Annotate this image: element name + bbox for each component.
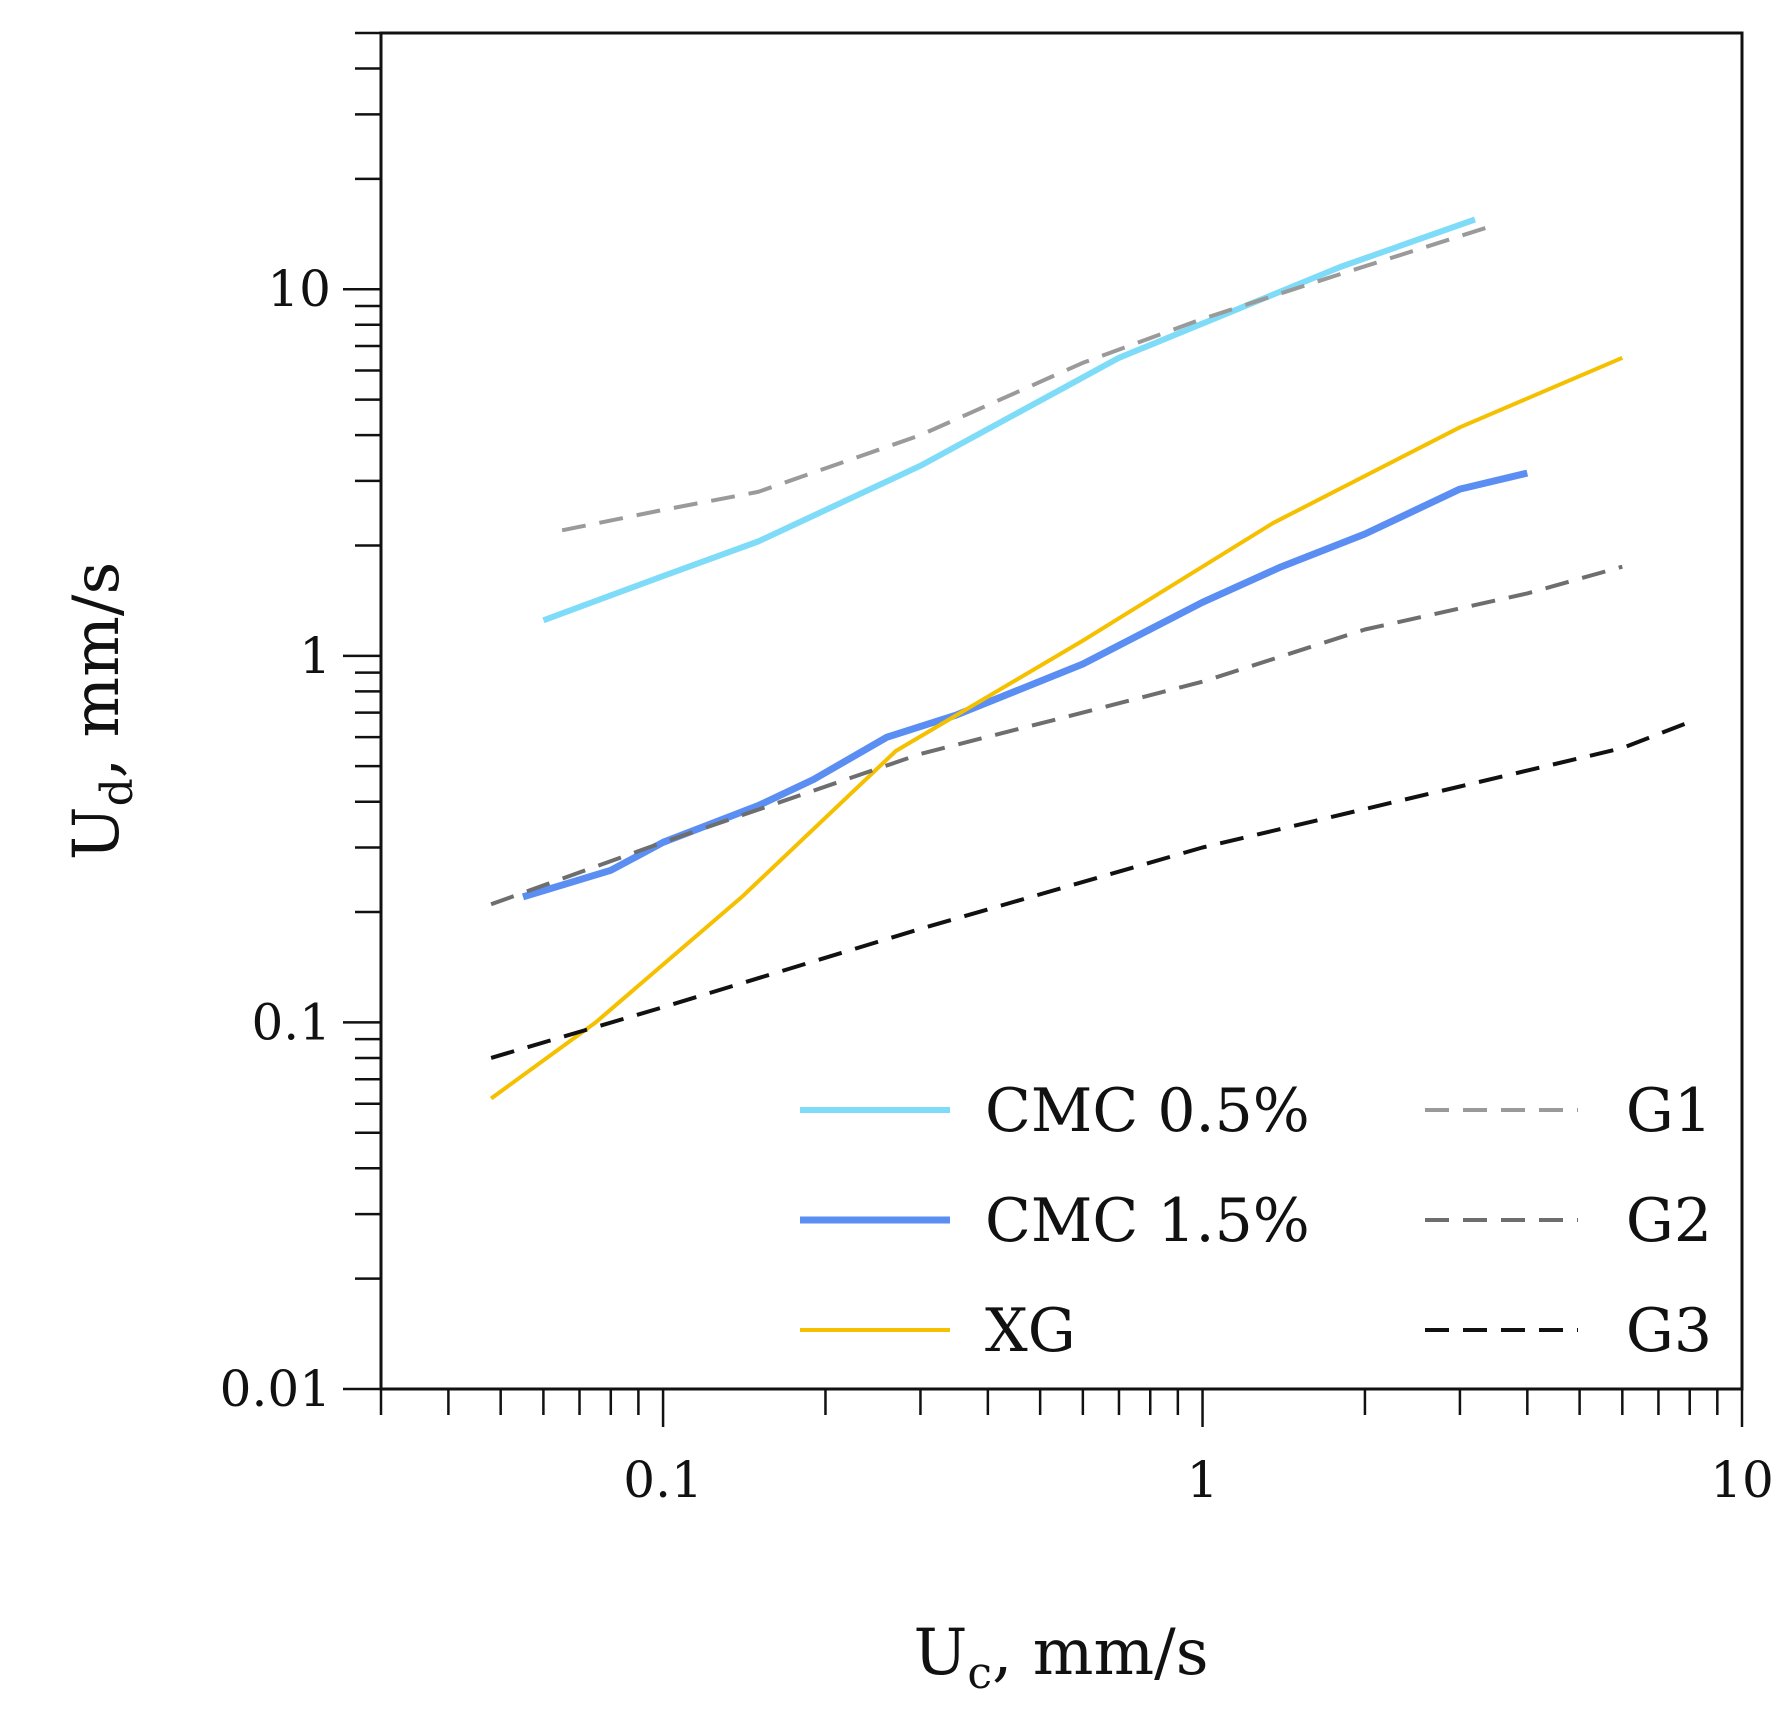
plot-frame	[379, 31, 1744, 1391]
x-axis-label: Uc, mm/s	[913, 1616, 1208, 1699]
series-line-cmc-1-5	[521, 469, 1529, 901]
series-line-g1	[561, 222, 1497, 533]
legend-label-g3: G3	[1626, 1296, 1712, 1366]
legend-label-cmc-0-5: CMC 0.5%	[985, 1076, 1310, 1146]
series-line-xg	[489, 355, 1624, 1101]
series-line-g2	[490, 564, 1623, 907]
series-line-g3	[490, 720, 1691, 1060]
legend-label-xg: XG	[985, 1296, 1076, 1366]
legend-label-cmc-1-5: CMC 1.5%	[985, 1186, 1310, 1256]
y-axis-ticks: 0.01 0.1 1 10	[220, 31, 381, 1418]
x-axis-ticks: 0.1 1 10	[379, 1389, 1774, 1509]
y-tick-label: 0.1	[251, 993, 331, 1051]
y-tick-label: 0.01	[220, 1360, 331, 1418]
x-tick-label: 10	[1710, 1451, 1774, 1509]
legend-label-g1: G1	[1626, 1076, 1712, 1146]
series-line-cmc-0-5	[542, 216, 1476, 624]
y-axis-label: Ud, mm/s	[60, 562, 143, 861]
y-tick-label: 10	[267, 260, 331, 318]
x-tick-label: 0.1	[623, 1451, 703, 1509]
legend-label-g2: G2	[1626, 1186, 1712, 1256]
x-tick-label: 1	[1187, 1451, 1219, 1509]
y-tick-label: 1	[299, 627, 331, 685]
series-lines	[489, 216, 1691, 1101]
legend: CMC 0.5% CMC 1.5% XG G1 G2 G3	[800, 1076, 1712, 1366]
